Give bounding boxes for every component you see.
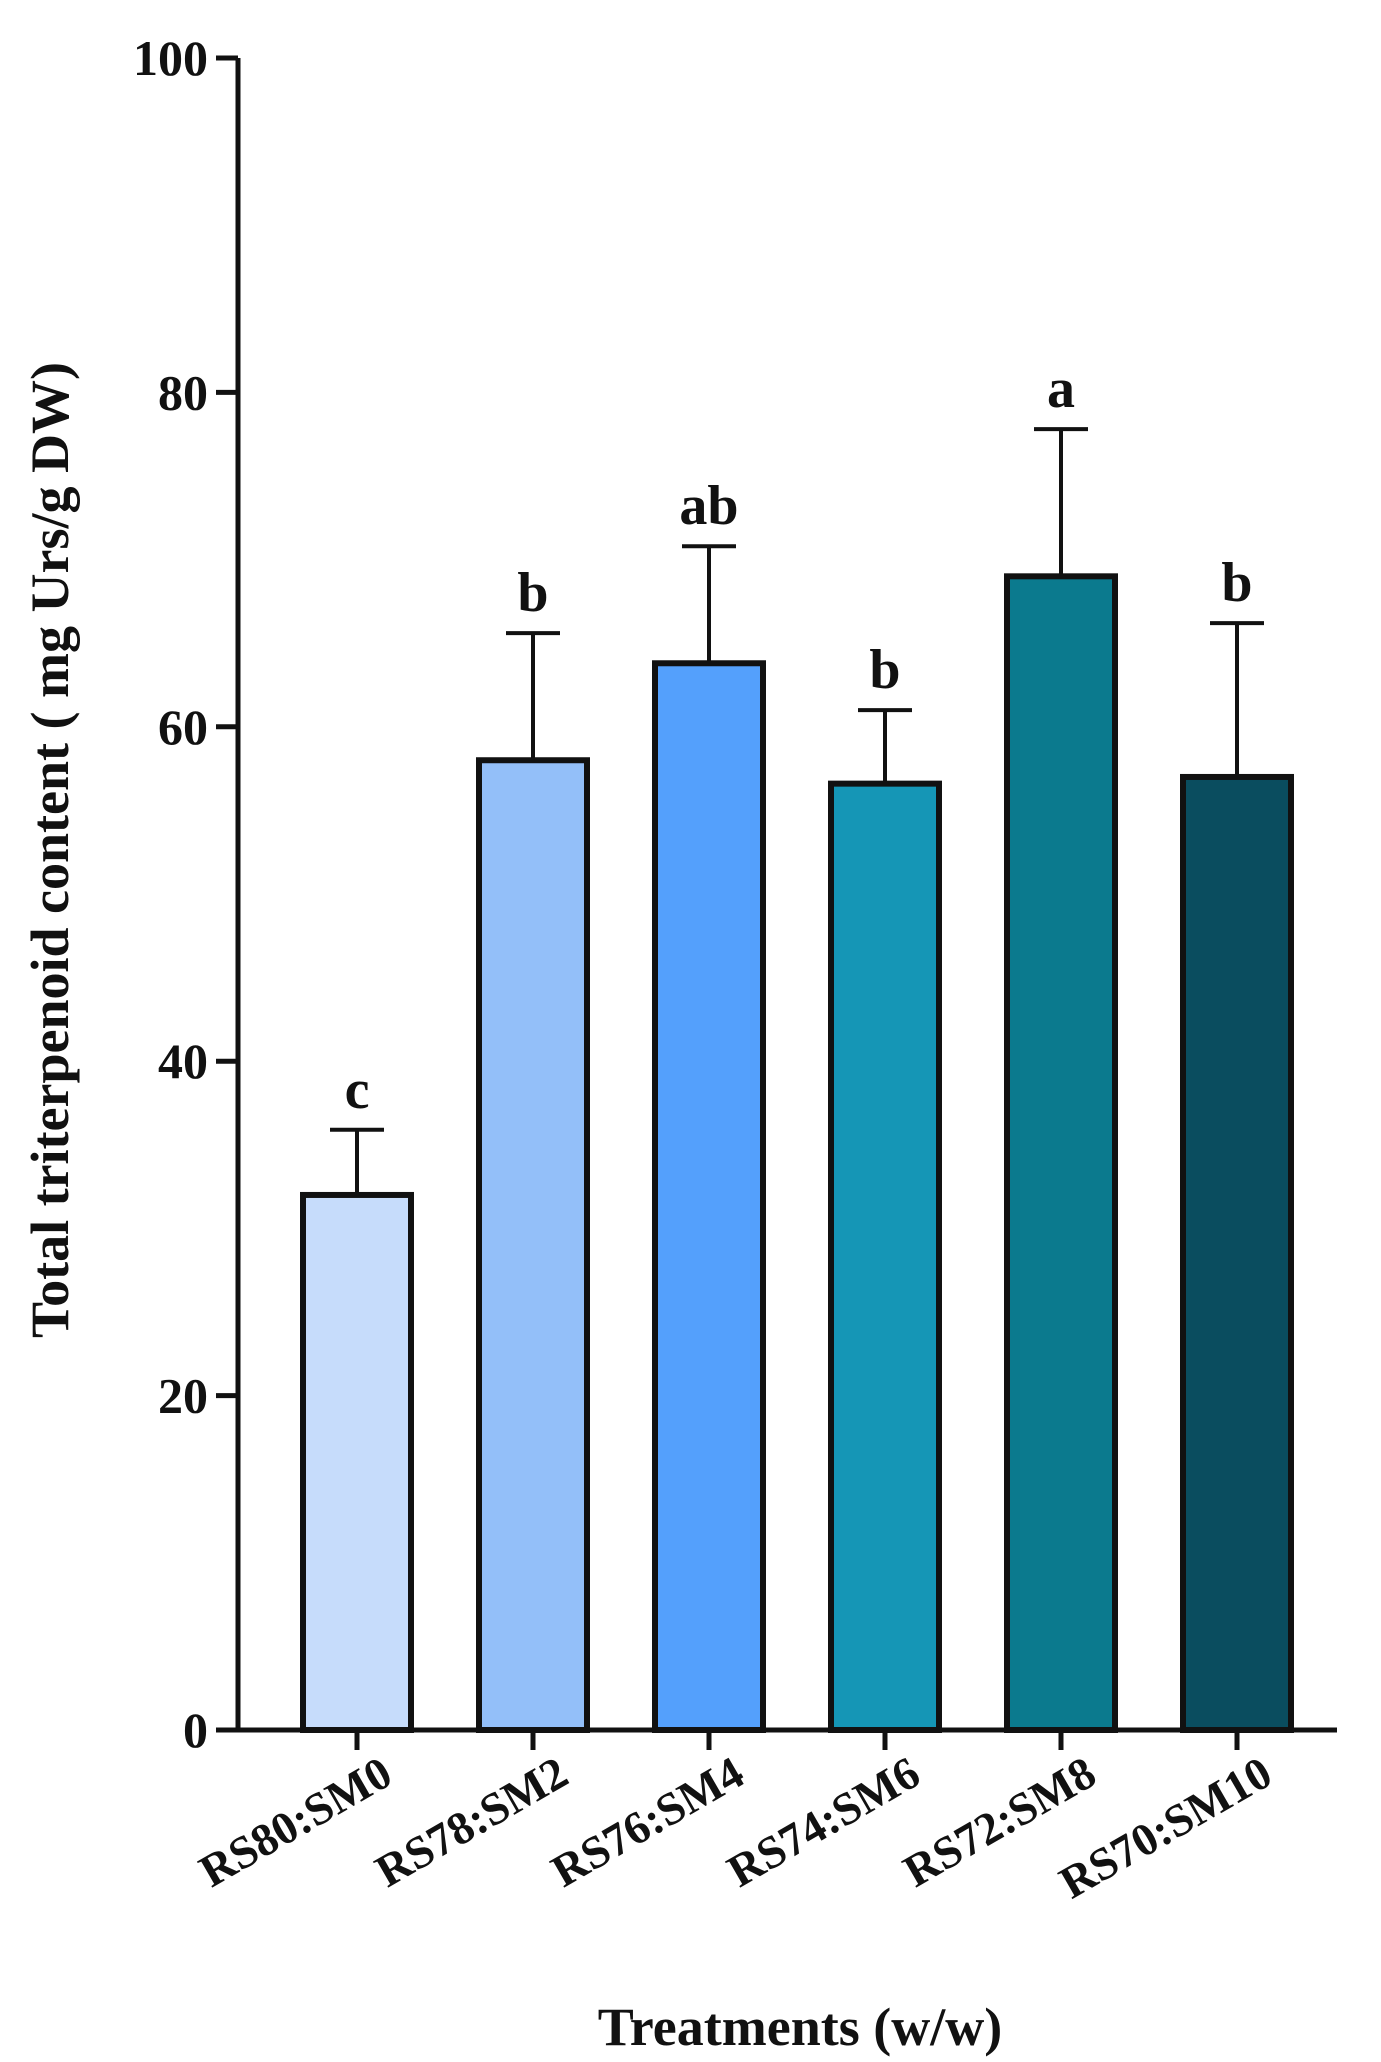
significance-label: ab	[679, 475, 738, 537]
significance-label: b	[869, 639, 900, 701]
bar-rs76-sm4	[652, 660, 766, 1733]
y-axis-title: Total triterpenoid content ( mg Urs/g DW…	[20, 362, 80, 1338]
x-tick-label: RS80:SM0	[191, 1746, 400, 1896]
bar-rs74-sm6	[828, 780, 942, 1733]
y-tick-label: 20	[158, 1368, 208, 1424]
significance-label: b	[517, 562, 548, 624]
x-tick-label: RS78:SM2	[367, 1746, 576, 1896]
y-tick-label: 100	[133, 30, 208, 86]
plot-area: 020406080100cRS80:SM0bRS78:SM2abRS76:SM4…	[133, 30, 1337, 1908]
bar-rs78-sm2	[476, 757, 590, 1733]
x-tick-label: RS76:SM4	[543, 1746, 752, 1896]
bar-rs70-sm10	[1180, 773, 1294, 1733]
x-axis-title: Treatments (w/w)	[598, 1997, 1002, 2057]
bar-rs80-sm0	[300, 1191, 414, 1733]
significance-label: c	[345, 1059, 370, 1121]
bar-rs72-sm8	[1004, 573, 1118, 1734]
y-tick-label: 80	[158, 364, 208, 420]
x-tick-label: RS74:SM6	[719, 1746, 928, 1896]
y-tick-label: 60	[158, 699, 208, 755]
y-tick-label: 0	[183, 1702, 208, 1758]
y-tick-label: 40	[158, 1033, 208, 1089]
significance-label: b	[1221, 552, 1252, 614]
significance-label: a	[1047, 358, 1075, 420]
